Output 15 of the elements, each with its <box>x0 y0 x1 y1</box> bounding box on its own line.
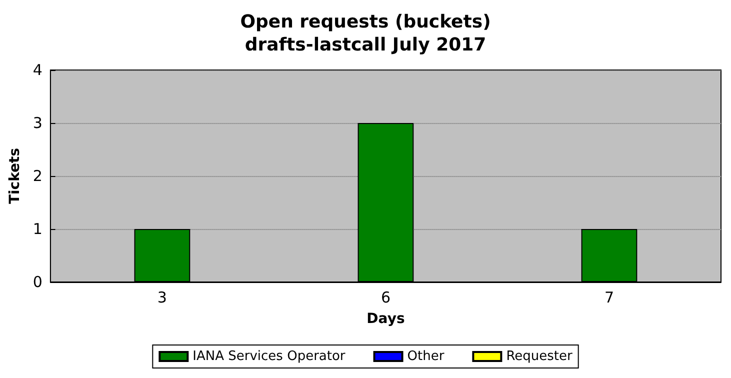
y-tick-label: 2 <box>32 167 42 185</box>
legend-label: Requester <box>506 349 573 364</box>
legend-label: Other <box>407 349 445 364</box>
x-tick-label: 7 <box>604 288 614 306</box>
chart-title: Open requests (buckets) <box>240 12 491 32</box>
y-axis-title: Tickets <box>7 148 23 204</box>
y-tick-label: 4 <box>32 61 42 79</box>
y-tick-label: 0 <box>32 273 42 291</box>
legend-label: IANA Services Operator <box>192 349 346 364</box>
y-tick-label: 3 <box>32 114 42 132</box>
chart-subtitle: drafts-lastcall July 2017 <box>244 34 486 56</box>
x-tick-label: 3 <box>157 288 167 306</box>
x-tick-label: 6 <box>380 288 390 306</box>
x-axis-title: Days <box>366 311 405 327</box>
y-tick-label: 1 <box>32 220 42 238</box>
